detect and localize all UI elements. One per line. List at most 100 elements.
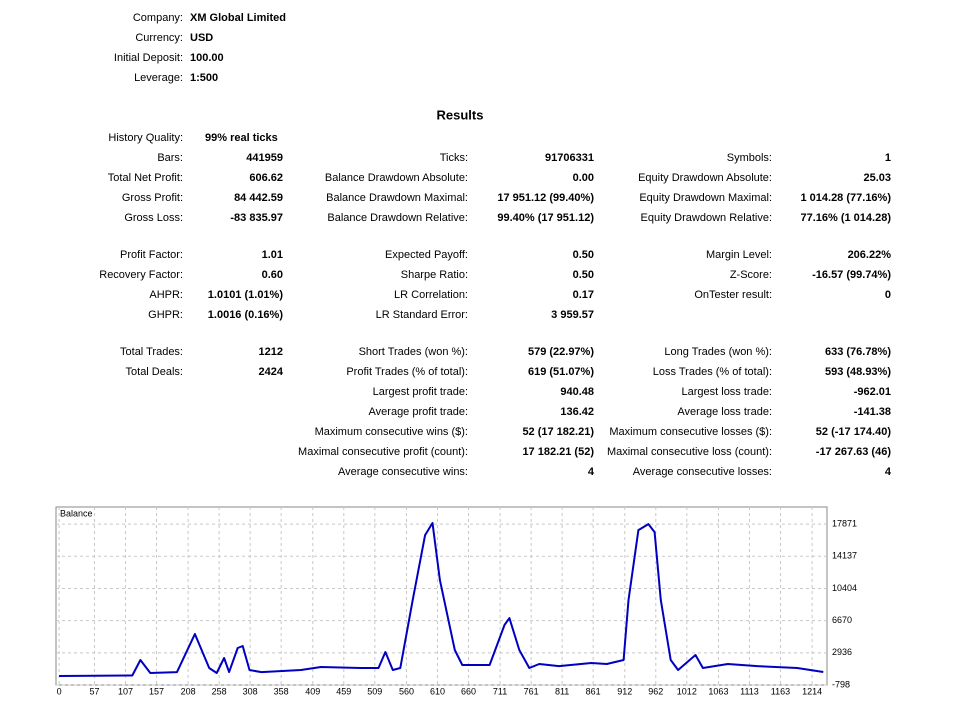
x-tick-label: 308 <box>243 686 258 696</box>
label: Short Trades (won %): <box>359 346 468 358</box>
results-title: Results <box>437 107 484 122</box>
value: 4 <box>885 466 892 478</box>
label: Total Trades: <box>120 346 183 358</box>
value: 1 <box>885 152 891 164</box>
x-tick-label: 861 <box>586 686 601 696</box>
value: 0.00 <box>573 172 594 184</box>
value: 593 (48.93%) <box>825 366 891 378</box>
label: Ticks: <box>440 152 468 164</box>
x-tick-label: 962 <box>648 686 663 696</box>
value: 77.16% (1 014.28) <box>800 212 891 224</box>
label: Sharpe Ratio: <box>401 269 468 281</box>
x-tick-label: 1163 <box>771 686 790 696</box>
value: 52 (17 182.21) <box>522 426 594 438</box>
label: Equity Drawdown Absolute: <box>638 172 772 184</box>
x-tick-label: 912 <box>617 686 632 696</box>
value: 99% real ticks <box>205 132 278 144</box>
value: 52 (-17 174.40) <box>816 426 892 438</box>
label: GHPR: <box>148 309 183 321</box>
label: Profit Trades (% of total): <box>346 366 468 378</box>
label: Equity Drawdown Maximal: <box>639 192 772 204</box>
x-tick-label: 258 <box>212 686 227 696</box>
x-tick-label: 358 <box>274 686 289 696</box>
label: Balance Drawdown Relative: <box>327 212 468 224</box>
x-tick-label: 157 <box>149 686 164 696</box>
x-tick-label: 0 <box>57 686 62 696</box>
value: 4 <box>588 466 595 478</box>
x-tick-label: 811 <box>555 686 569 696</box>
label: History Quality: <box>108 132 183 144</box>
x-tick-label: 1214 <box>802 686 822 696</box>
label: Initial Deposit: <box>114 52 183 64</box>
label: AHPR: <box>149 289 183 301</box>
label: Equity Drawdown Relative: <box>641 212 772 224</box>
value: 25.03 <box>863 172 891 184</box>
label: LR Standard Error: <box>376 309 468 321</box>
value: 940.48 <box>560 386 594 398</box>
value: 17 182.21 (52) <box>522 446 594 458</box>
label: Maximal consecutive loss (count): <box>607 446 772 458</box>
balance-line <box>59 522 824 677</box>
chart-frame <box>55 506 828 686</box>
label: Maximal consecutive profit (count): <box>298 446 468 458</box>
label: Gross Profit: <box>122 192 183 204</box>
value: 100.00 <box>190 52 224 64</box>
value: 3 959.57 <box>551 309 594 321</box>
label: Symbols: <box>727 152 772 164</box>
label: Average consecutive wins: <box>338 466 468 478</box>
value: 441959 <box>246 152 283 164</box>
x-tick-label: 1113 <box>740 686 759 696</box>
label: Total Net Profit: <box>108 172 183 184</box>
x-tick-label: 610 <box>430 686 445 696</box>
label: OnTester result: <box>694 289 772 301</box>
value: 0.50 <box>573 269 594 281</box>
label: Long Trades (won %): <box>664 346 772 358</box>
value: 91706331 <box>545 152 594 164</box>
value: XM Global Limited <box>190 12 286 24</box>
value: -17 267.63 (46) <box>816 446 892 458</box>
label: Maximum consecutive wins ($): <box>315 426 468 438</box>
value: 1.0016 (0.16%) <box>208 309 284 321</box>
y-tick-label: 17871 <box>832 519 857 529</box>
label: Balance Drawdown Maximal: <box>326 192 468 204</box>
label: Currency: <box>135 32 183 44</box>
x-tick-label: 560 <box>399 686 414 696</box>
label: Maximum consecutive losses ($): <box>609 426 772 438</box>
label: Largest loss trade: <box>682 386 773 398</box>
value: 1.01 <box>262 249 283 261</box>
value: 206.22% <box>848 249 892 261</box>
x-tick-label: 761 <box>524 686 539 696</box>
x-tick-label: 660 <box>461 686 476 696</box>
label: Leverage: <box>134 72 183 84</box>
x-tick-label: 409 <box>305 686 320 696</box>
x-tick-label: 1063 <box>708 686 728 696</box>
value: 619 (51.07%) <box>528 366 594 378</box>
value: 579 (22.97%) <box>528 346 594 358</box>
value: 1212 <box>259 346 283 358</box>
value: 84 442.59 <box>234 192 283 204</box>
label: Loss Trades (% of total): <box>653 366 772 378</box>
label: Average loss trade: <box>677 406 772 418</box>
label: Expected Payoff: <box>385 249 468 261</box>
value: 0.60 <box>262 269 283 281</box>
label: Largest profit trade: <box>373 386 468 398</box>
value: USD <box>190 32 213 44</box>
label: Margin Level: <box>706 249 772 261</box>
label: Profit Factor: <box>120 249 183 261</box>
value: 2424 <box>259 366 284 378</box>
label: LR Correlation: <box>394 289 468 301</box>
value: 99.40% (17 951.12) <box>497 212 594 224</box>
label: Average consecutive losses: <box>633 466 772 478</box>
value: 1 014.28 (77.16%) <box>800 192 891 204</box>
value: 136.42 <box>560 406 594 418</box>
value: 0.17 <box>573 289 594 301</box>
y-tick-label: 6670 <box>832 615 852 625</box>
label: Balance Drawdown Absolute: <box>325 172 468 184</box>
label: Recovery Factor: <box>99 269 183 281</box>
value: -16.57 (99.74%) <box>812 269 891 281</box>
y-tick-label: 14137 <box>832 551 857 561</box>
label: Gross Loss: <box>124 212 183 224</box>
label: Z-Score: <box>730 269 772 281</box>
